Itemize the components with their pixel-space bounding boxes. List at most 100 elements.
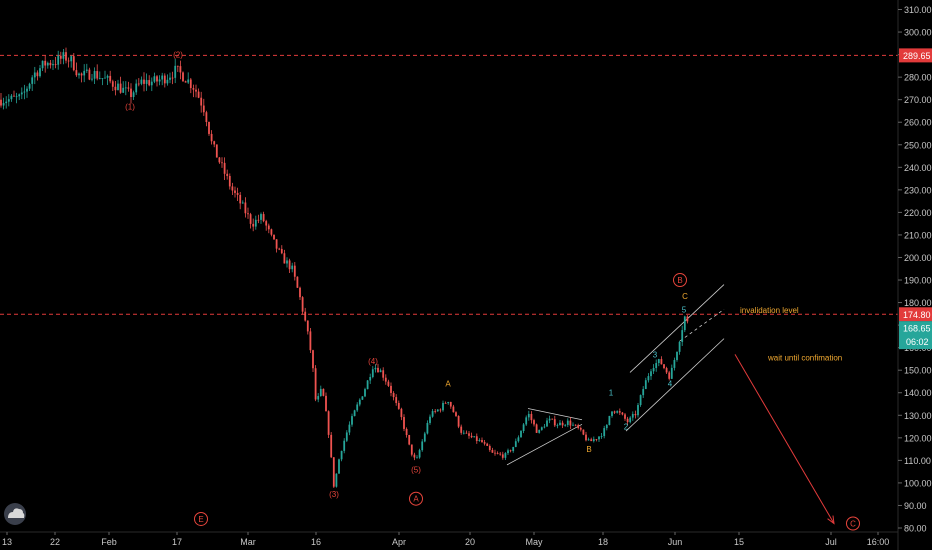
triangle-line[interactable] <box>506 423 583 466</box>
candle-body <box>299 287 301 298</box>
candle-body <box>343 440 346 451</box>
x-tick-label: Jul <box>825 537 837 547</box>
candle-body <box>439 409 442 411</box>
candle-body <box>540 427 543 430</box>
x-tick-label: 20 <box>465 537 475 547</box>
candle-body <box>392 392 395 398</box>
candle-body <box>124 87 127 89</box>
candle-body <box>54 64 57 65</box>
y-tick-label: 120.00 <box>904 433 932 443</box>
candle-body <box>169 77 171 80</box>
candle-body <box>7 99 10 102</box>
x-tick-label: 16:00 <box>867 537 890 547</box>
candle-body <box>278 248 281 250</box>
y-tick-label: 220.00 <box>904 208 932 218</box>
candle-body <box>665 368 668 373</box>
candle-body <box>400 408 403 418</box>
candle-body <box>644 380 647 390</box>
x-tick-label: 16 <box>311 537 321 547</box>
x-tick-label: 17 <box>172 537 182 547</box>
wave-label: (2) <box>173 51 183 60</box>
candle-body <box>574 424 577 426</box>
candle-body <box>569 420 572 426</box>
candle-body <box>322 388 325 396</box>
candle-body <box>332 457 335 487</box>
candle-body <box>52 64 54 66</box>
candle-body <box>213 141 216 145</box>
candle-body <box>556 425 559 427</box>
wave-label: (5) <box>411 465 421 474</box>
candle-body <box>122 87 125 93</box>
candle-body <box>449 401 452 407</box>
candle-body <box>270 229 273 235</box>
x-tick-label: Mar <box>240 537 256 547</box>
candle-body <box>182 72 184 82</box>
candle-body <box>78 73 80 76</box>
candle-body <box>436 409 439 412</box>
channel-line[interactable] <box>625 338 725 432</box>
wave-label: A <box>445 380 451 389</box>
y-tick-label: 180.00 <box>904 298 932 308</box>
candle-body <box>457 415 460 427</box>
candle-body <box>327 411 330 435</box>
wave-labels-layer: (1)(2)(3)(4)(5)ABC12345EABCinvalidation … <box>125 51 860 531</box>
candle-body <box>88 69 91 80</box>
y-tick-label: 100.00 <box>904 478 932 488</box>
price-axis[interactable]: 80.00 90.00 100.00 110.00 120.00 130.00 140.00… <box>897 0 932 550</box>
y-tick-label: 310.00 <box>904 5 932 15</box>
time-axis[interactable]: 13 22 Feb 17 Mar 16 Apr 20 May 18 Jun 15 Jul 16:00 <box>0 531 898 547</box>
candle-body <box>426 422 429 434</box>
candle-body <box>163 75 166 84</box>
circled-wave-marker <box>409 491 423 506</box>
candle-body <box>23 91 26 93</box>
candle-body <box>442 402 444 411</box>
candle-body <box>444 402 447 404</box>
candle-body <box>455 412 457 416</box>
x-tick-label: 18 <box>598 537 608 547</box>
wave-label: 5 <box>682 305 687 314</box>
y-tick-label: 200.00 <box>904 253 932 263</box>
current-price-text: 168.65 <box>903 324 931 334</box>
candle-body <box>548 418 551 421</box>
y-tick-label: 210.00 <box>904 230 932 240</box>
candle-body <box>239 194 242 204</box>
candle-body <box>522 424 525 432</box>
candle-body <box>481 440 483 443</box>
candle-body <box>158 79 161 82</box>
projection-arrow[interactable] <box>734 354 835 524</box>
candle-body <box>247 213 249 215</box>
channel-line[interactable] <box>629 284 725 373</box>
circled-wave-label: E <box>198 515 203 524</box>
y-tick-label: 150.00 <box>904 366 932 376</box>
candle-body <box>254 219 257 227</box>
triangle-line[interactable] <box>527 408 583 421</box>
candle-body <box>200 97 203 106</box>
candle-body <box>80 73 83 76</box>
candle-body <box>223 162 226 174</box>
candle-body <box>369 377 372 381</box>
candle-body <box>413 454 416 458</box>
candle-body <box>96 71 99 79</box>
candle-body <box>655 363 658 369</box>
candle-body <box>189 79 192 89</box>
cloud-logo-icon[interactable] <box>4 503 26 525</box>
candle-body <box>280 248 283 254</box>
y-tick-label: 190.00 <box>904 276 932 286</box>
candle-body <box>195 89 197 92</box>
candle-body <box>421 441 424 451</box>
candle-body <box>374 367 377 370</box>
candle-body <box>496 453 499 454</box>
candle-body <box>551 418 554 420</box>
candle-body <box>236 192 239 195</box>
level-price-badge <box>899 48 932 63</box>
level-price-badge <box>899 307 932 322</box>
candle-body <box>184 81 187 83</box>
candle-body <box>634 413 637 416</box>
candle-body <box>462 432 465 434</box>
candle-body <box>49 62 52 66</box>
candle-body <box>26 88 28 92</box>
candle-body <box>566 420 569 425</box>
candle-body <box>317 396 320 400</box>
candle-body <box>460 426 463 433</box>
